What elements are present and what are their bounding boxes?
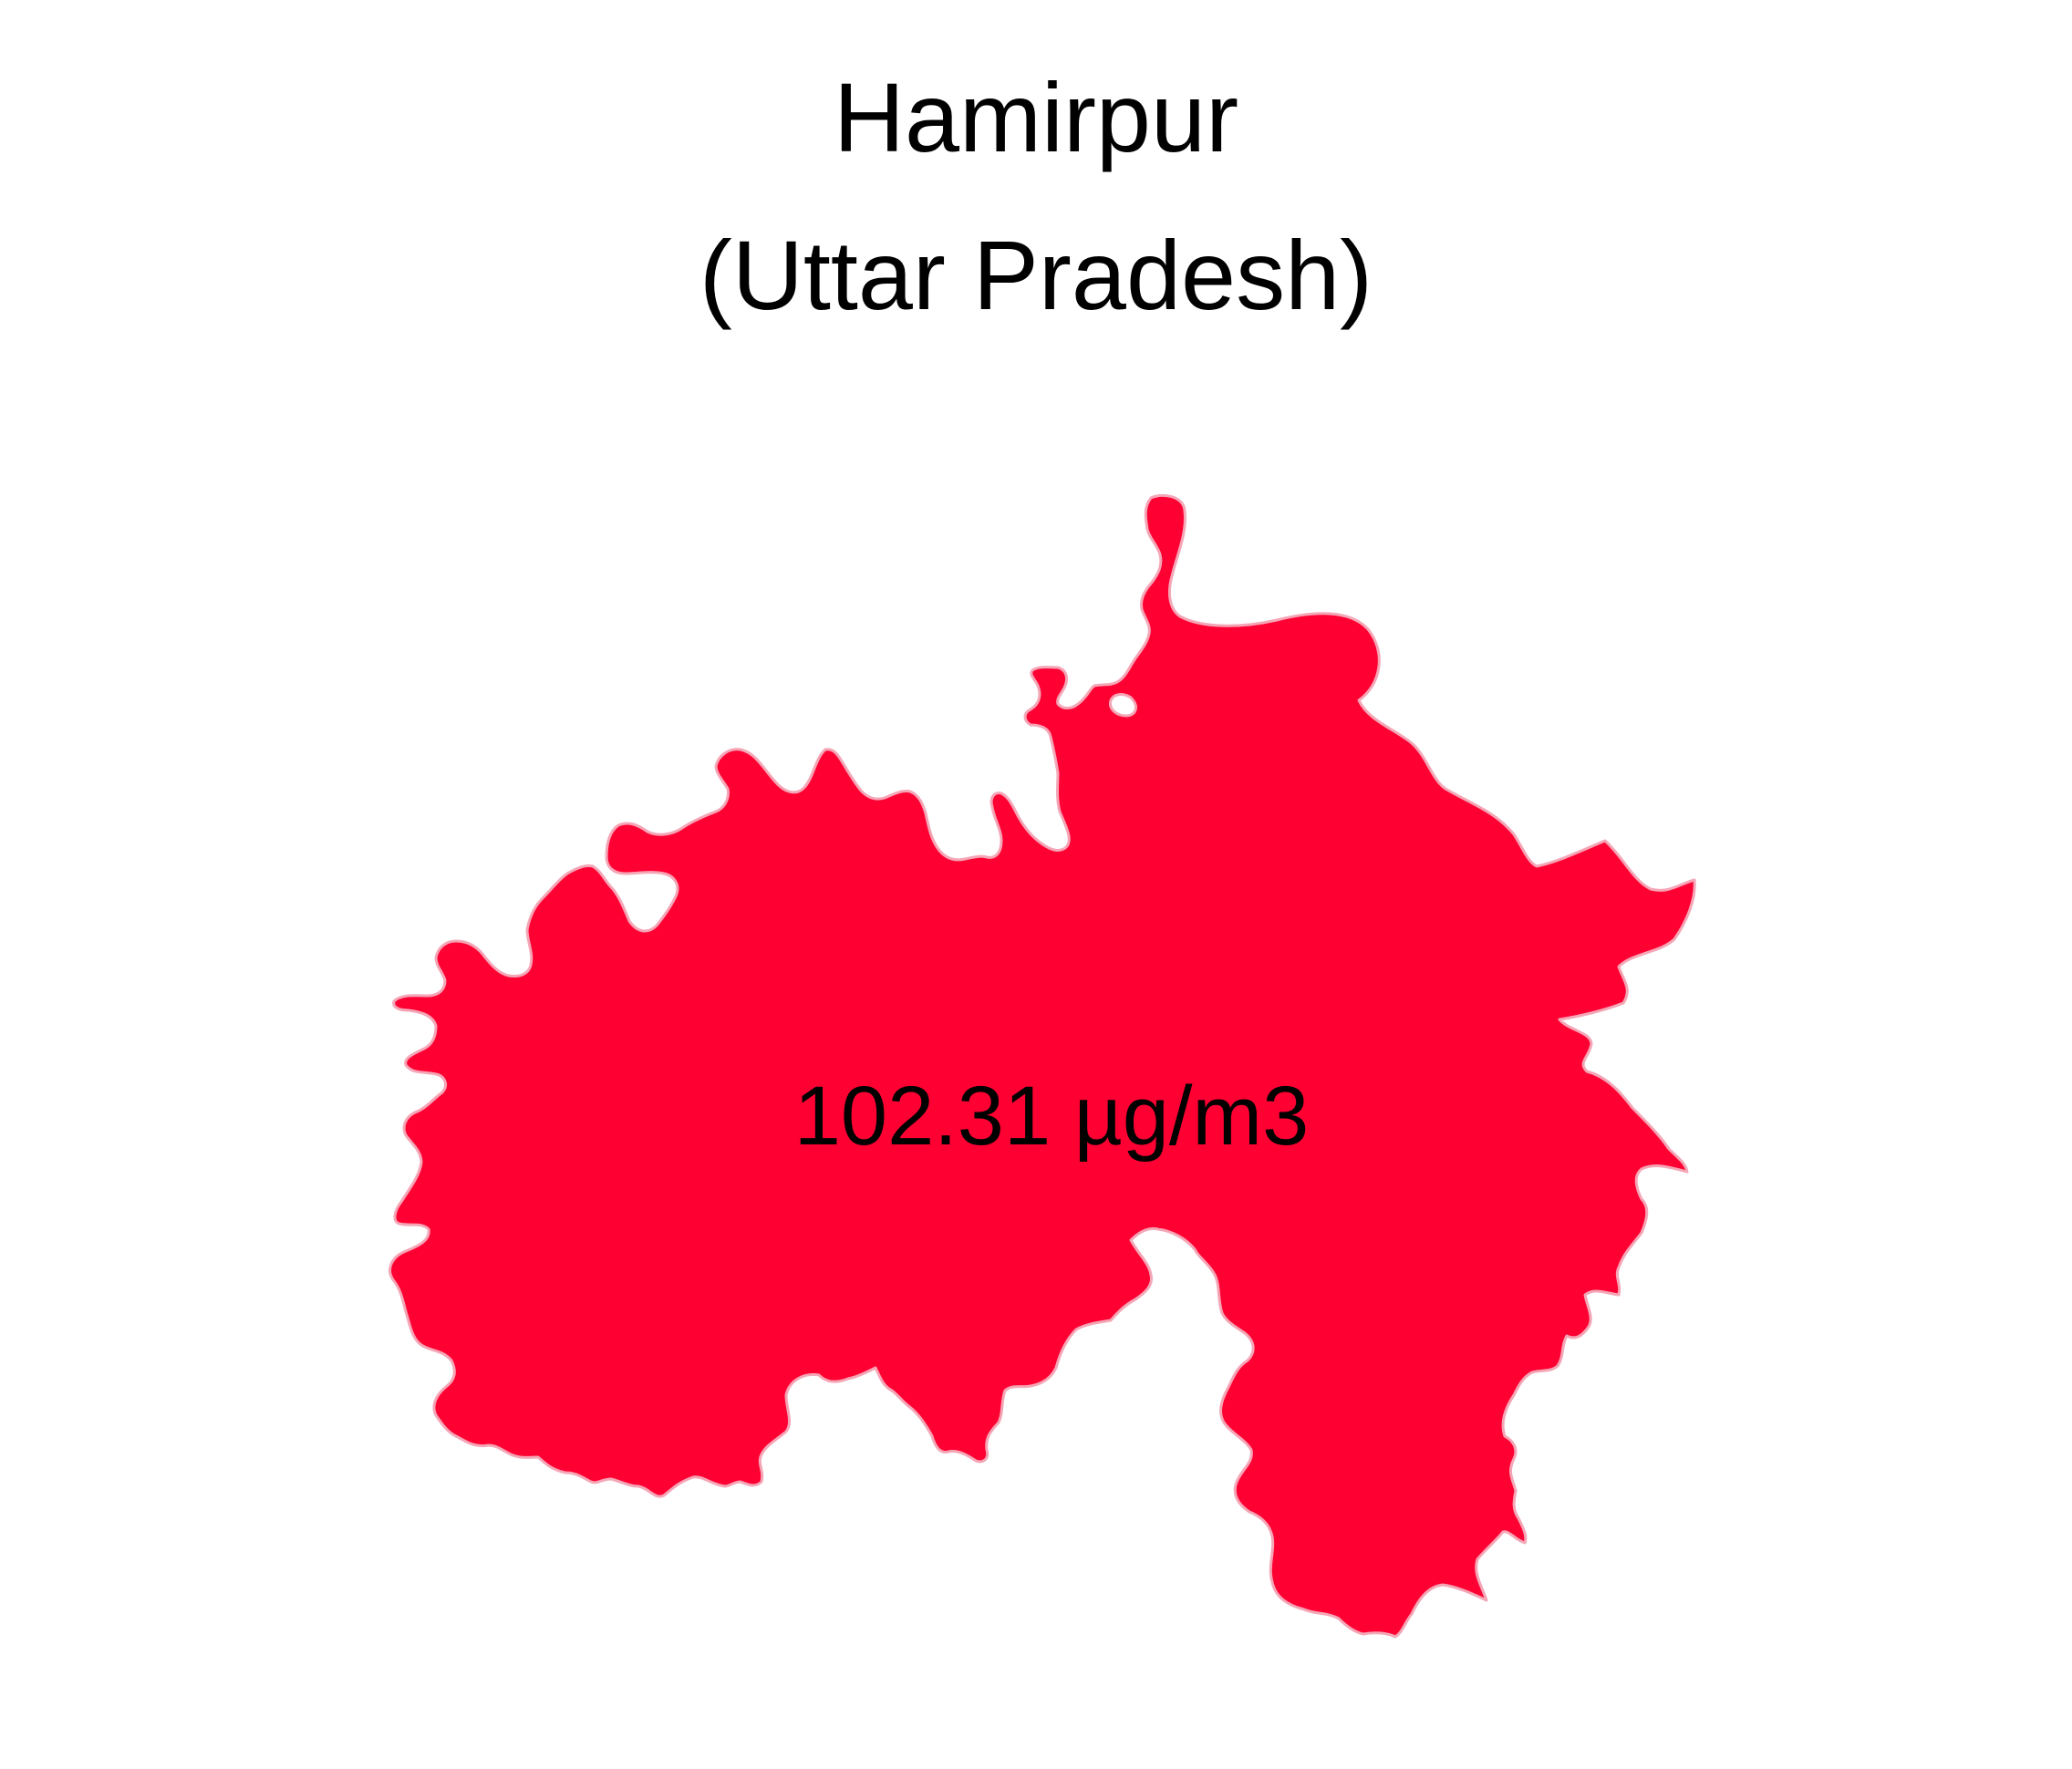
pm-value-text: 102.31 µg/m3 [793, 1070, 1310, 1163]
hamirpur-district-shape [388, 493, 1696, 1639]
map-title-district: Hamirpur [833, 62, 1239, 172]
pm-value-label: 102.31 µg/m3 [0, 1074, 2072, 1158]
map-title-state: (Uttar Pradesh) [699, 220, 1373, 330]
